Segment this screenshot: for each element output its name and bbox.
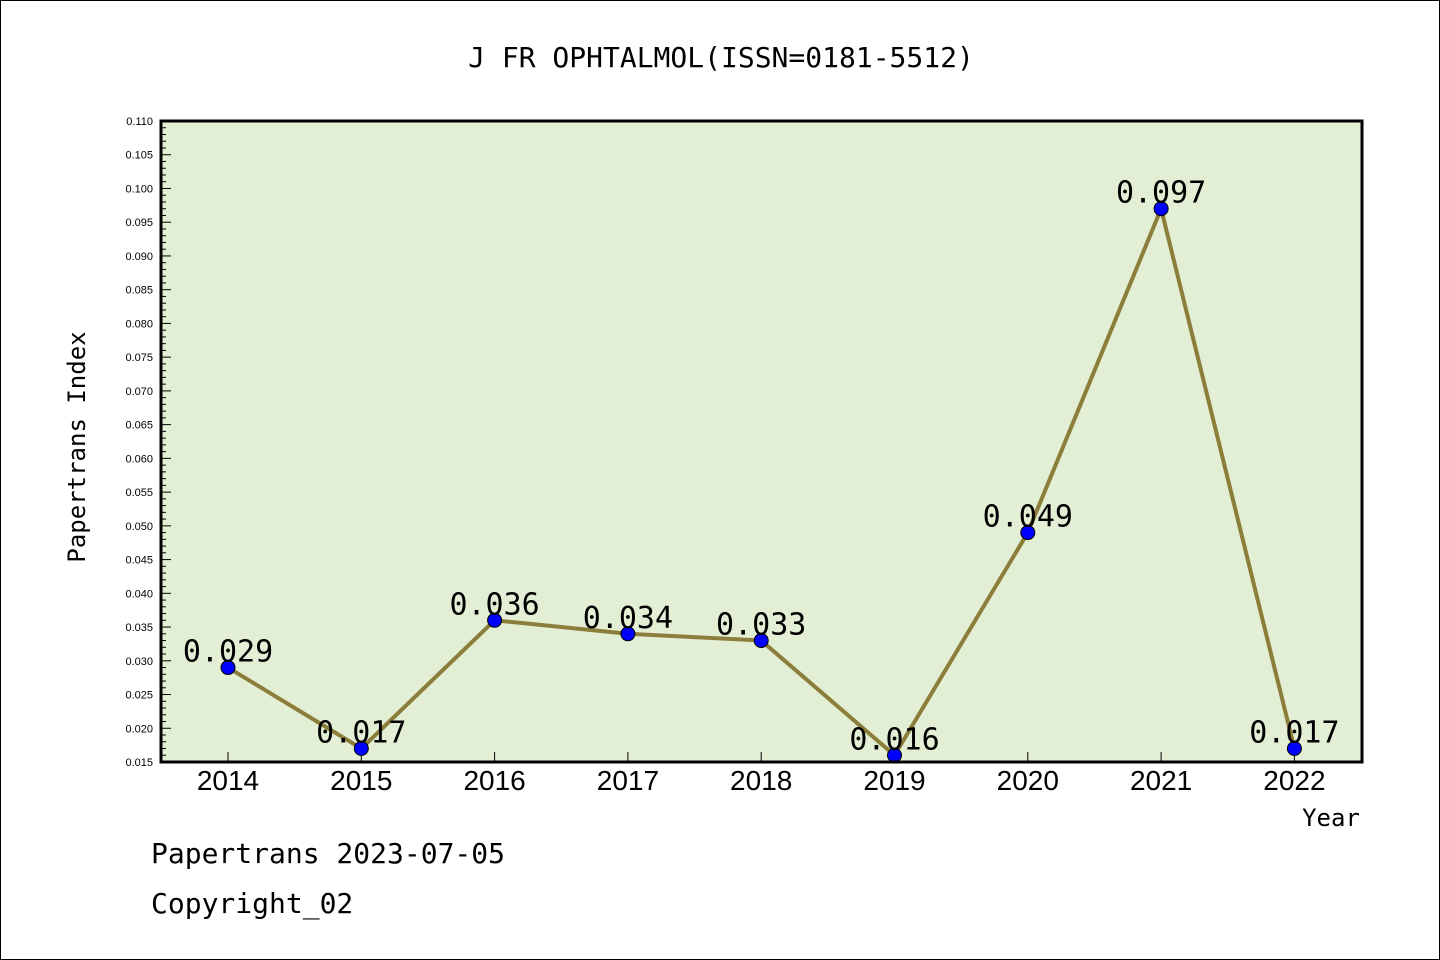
- x-tick-label: 2022: [1263, 765, 1325, 796]
- y-tick-label: 0.100: [125, 183, 153, 195]
- y-axis-label: Papertrans Index: [63, 331, 91, 562]
- y-axis-ticks: 0.015 0.020 0.025 0.030 0.035 0.040 0.045 0.050…: [125, 116, 171, 769]
- x-tick-label: 2019: [863, 765, 925, 796]
- data-point-marker: [1153, 201, 1169, 217]
- footer-date-line: Papertrans 2023-07-05: [151, 837, 506, 870]
- y-tick-label: 0.035: [125, 622, 153, 634]
- x-tick-label: 2016: [463, 765, 525, 796]
- y-tick-label: 0.105: [125, 150, 153, 162]
- data-label: 0.036: [449, 587, 539, 622]
- x-tick-label: 2020: [997, 765, 1059, 796]
- data-point-marker: [1286, 741, 1302, 757]
- data-point-marker: [487, 612, 503, 628]
- data-point-marker: [753, 633, 769, 649]
- footer-copyright: Copyright_02: [151, 887, 354, 920]
- x-tick-label: 2017: [597, 765, 659, 796]
- data-label-group: 0.029 0.017 0.036 0.034 0.033 0.016 0.049 0.097…: [183, 176, 1340, 758]
- y-tick-label: 0.080: [125, 318, 153, 330]
- y-tick-label: 0.110: [126, 116, 153, 128]
- y-tick-label: 0.090: [125, 251, 153, 263]
- y-tick-label: 0.040: [125, 588, 153, 600]
- x-axis-ticks: 2014 2015 2016 2017 2018 2019 2020 2021 2022: [197, 752, 1326, 796]
- x-tick-label: 2021: [1130, 765, 1192, 796]
- plot-area: [161, 121, 1362, 762]
- y-tick-label: 0.025: [125, 690, 153, 702]
- chart-title: J FR OPHTALMOL(ISSN=0181-5512): [468, 41, 974, 74]
- y-tick-label: 0.065: [125, 420, 153, 432]
- data-label: 0.049: [983, 500, 1073, 535]
- y-tick-label: 0.030: [125, 656, 153, 668]
- y-tick-label: 0.020: [125, 723, 153, 735]
- data-point-marker: [1020, 525, 1036, 541]
- data-point-marker: [353, 741, 369, 757]
- data-label: 0.017: [1249, 716, 1339, 751]
- data-label: 0.017: [316, 716, 406, 751]
- y-tick-label: 0.015: [125, 757, 153, 769]
- y-tick-label: 0.050: [125, 521, 153, 533]
- y-tick-label: 0.085: [125, 285, 153, 297]
- x-tick-label: 2018: [730, 765, 792, 796]
- data-point-marker: [620, 626, 636, 642]
- y-tick-label: 0.045: [125, 555, 153, 567]
- plot-border: [159, 119, 1364, 764]
- x-axis-label: Year: [1302, 804, 1360, 832]
- data-label: 0.034: [583, 601, 673, 636]
- y-tick-label: 0.095: [125, 217, 153, 229]
- y-tick-label: 0.055: [125, 487, 153, 499]
- data-label: 0.033: [716, 608, 806, 643]
- data-label: 0.029: [183, 635, 273, 670]
- y-tick-label: 0.075: [125, 352, 153, 364]
- y-tick-label: 0.070: [125, 386, 153, 398]
- y-tick-label: 0.060: [125, 453, 153, 465]
- data-label: 0.016: [849, 722, 939, 757]
- x-tick-label: 2015: [330, 765, 392, 796]
- data-point-marker: [220, 660, 236, 676]
- marker-group: [220, 201, 1302, 763]
- data-label: 0.097: [1116, 176, 1206, 211]
- x-tick-label: 2014: [197, 765, 259, 796]
